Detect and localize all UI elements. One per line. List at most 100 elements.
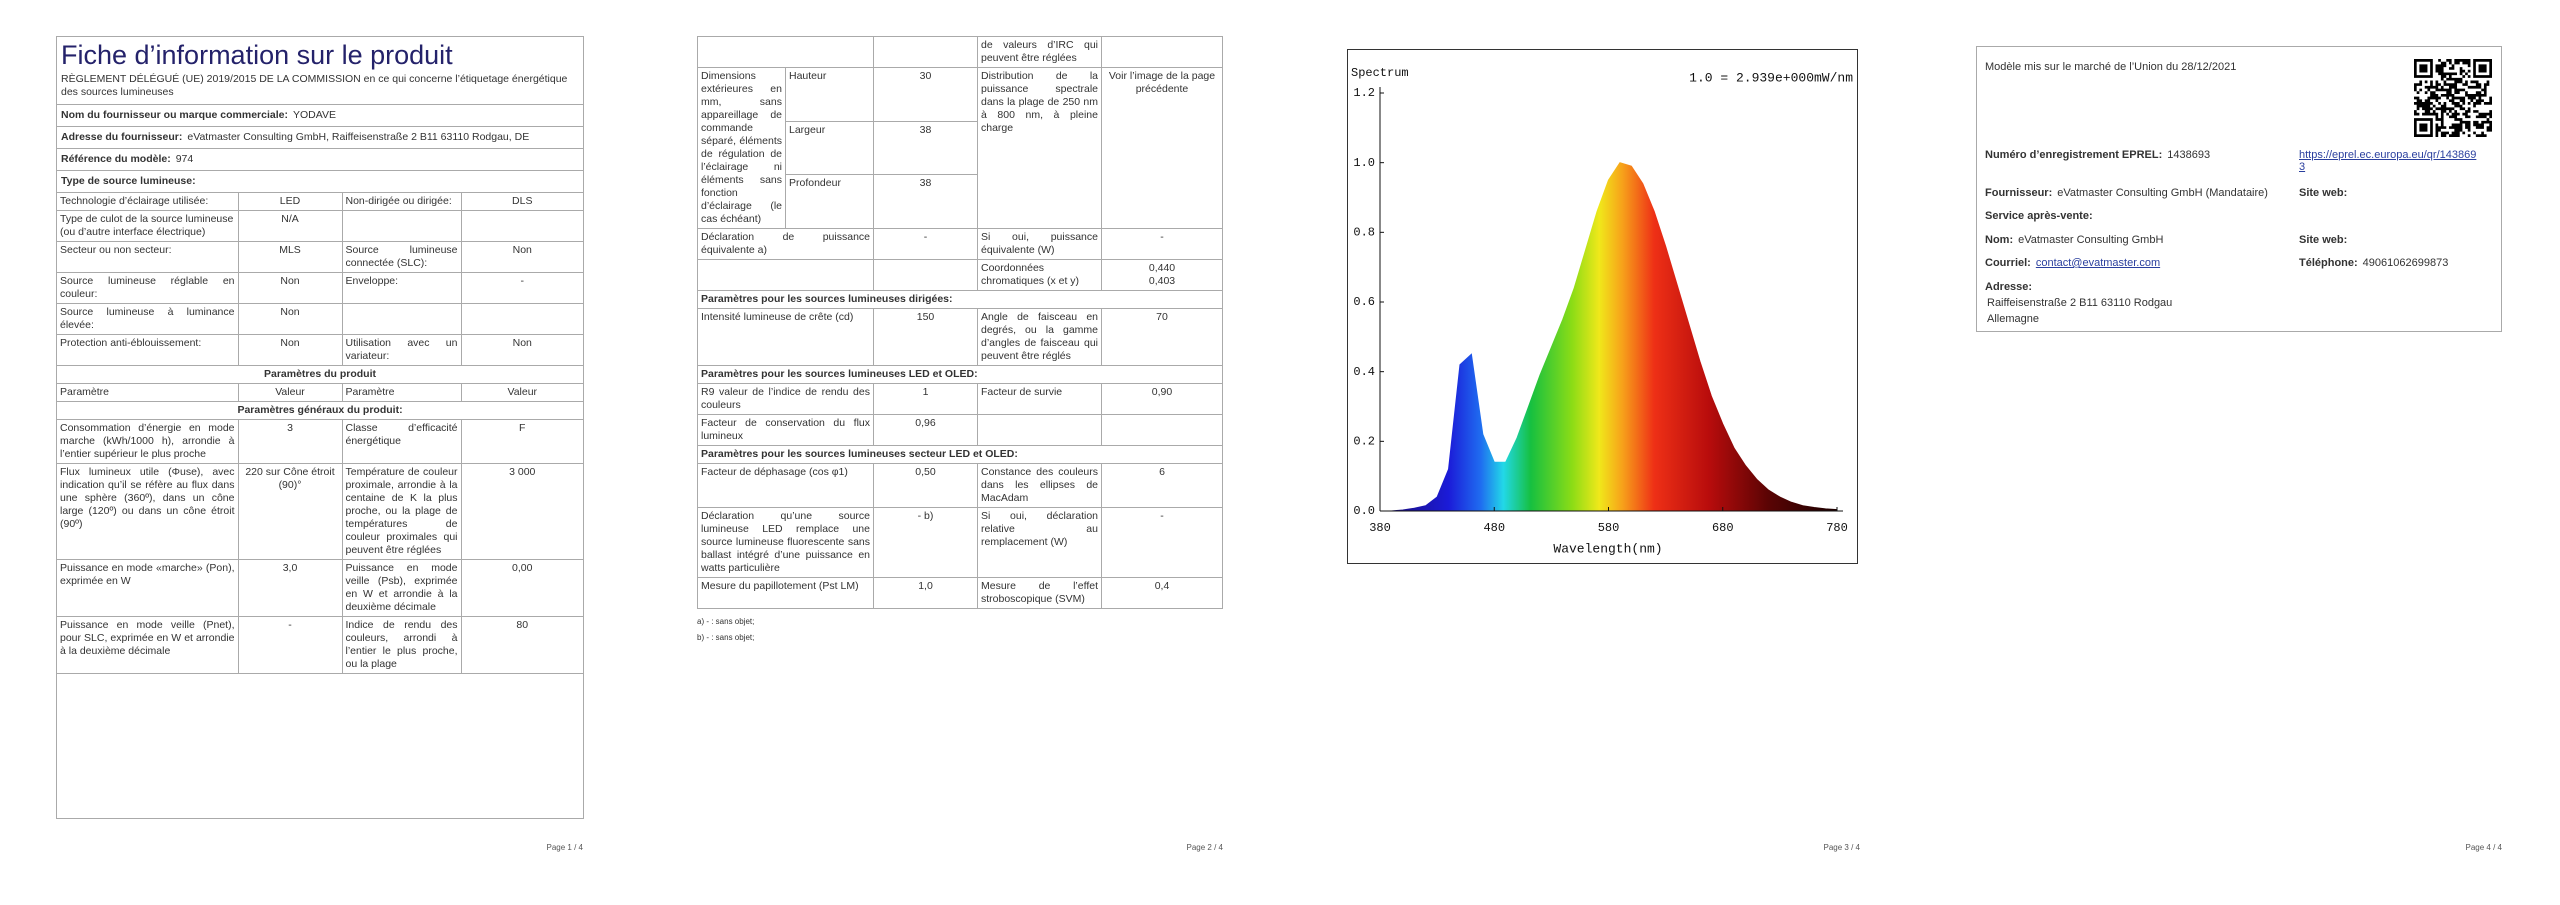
label-cell: Angle de faisceau en degrés, ou la gamme…: [977, 308, 1102, 366]
label-cell: Consommation d’énergie en mode marche (k…: [57, 419, 239, 464]
label-cell: de valeurs d’IRC qui peuvent être réglée…: [977, 36, 1102, 68]
label-cell: Flux lumineux utile (Φuse), avec indicat…: [57, 463, 239, 560]
market-date: Modèle mis sur le marché de l’Union du 2…: [1985, 61, 2237, 73]
label-cell: Mesure du papillotement (Pst LM): [697, 577, 874, 609]
y-tick-label: 0.2: [1353, 435, 1375, 449]
label-cell: Si oui, déclaration relative au remplace…: [977, 507, 1102, 578]
value-cell: Non: [237, 334, 343, 366]
label-cell: Secteur ou non secteur:: [57, 241, 239, 273]
value-cell: Voir l’image de la page précédente: [1101, 67, 1223, 229]
x-axis-label: Wavelength(nm): [1553, 541, 1662, 556]
value-cell: Non: [460, 334, 583, 366]
value-cell: 0,96: [873, 414, 978, 446]
label-cell: Puissance en mode veille (Pnet), pour SL…: [57, 616, 239, 674]
label-cell: Enveloppe:: [341, 272, 462, 304]
value-cell: Valeur: [460, 383, 583, 402]
label-cell: Constance des couleurs dans les ellipses…: [977, 463, 1102, 508]
label-cell: Puissance en mode «marche» (Pon), exprim…: [57, 559, 239, 617]
y-tick-label: 0.8: [1353, 226, 1375, 240]
label-cell: Indice de rendu des couleurs, arrondi à …: [341, 616, 462, 674]
table-row: de valeurs d’IRC qui peuvent être réglée…: [697, 36, 1223, 68]
table-row: Facteur de conservation du flux lumineux…: [697, 414, 1223, 446]
page-number: Page 1 / 4: [546, 843, 583, 852]
page-4: Modèle mis sur le marché de l’Union du 2…: [1976, 46, 2502, 332]
field-label: Fournisseur:: [1985, 187, 2053, 199]
annotation: 1.0 = 2.939e+000mW/nm: [1689, 70, 1853, 85]
table-row: Largeur 38: [698, 120, 1223, 176]
field-label: Téléphone:: [2299, 257, 2358, 269]
info-label: Adresse du fournisseur:: [61, 131, 183, 143]
value-cell: -: [1101, 507, 1223, 578]
value-cell: 1,0: [873, 577, 978, 609]
label-cell: Facteur de conservation du flux lumineux: [697, 414, 874, 446]
document-title: Fiche d’information sur le produit: [61, 40, 453, 70]
y-tick-label: 0.0: [1353, 504, 1375, 518]
value-cell: MLS: [237, 241, 343, 273]
value-cell: -: [1101, 228, 1223, 260]
empty-cell: [697, 259, 874, 291]
email-link[interactable]: contact@evatmaster.com: [2035, 257, 2161, 269]
info-row: Adresse du fournisseur: eVatmaster Consul…: [57, 126, 583, 149]
label-cell: Facteur de déphasage (cos φ1): [697, 463, 874, 508]
label-cell: Si oui, puissance équivalente (W): [977, 228, 1102, 260]
label-cell: Dimensions extérieures en mm, sans appar…: [697, 67, 786, 229]
field-label: Courriel:: [1985, 257, 2031, 269]
label-cell: Largeur: [785, 120, 874, 176]
section-heading: Paramètres pour les sources lumineuses L…: [697, 365, 1223, 384]
section-heading: Paramètres pour les sources lumineuses d…: [697, 290, 1223, 309]
label-cell: Hauteur: [785, 67, 874, 122]
value-cell: DLS: [460, 192, 583, 211]
y-tick-label: 0.4: [1353, 365, 1375, 379]
label-cell: Facteur de survie: [977, 383, 1102, 415]
empty-cell: [873, 36, 978, 68]
x-tick-label: 780: [1826, 521, 1848, 535]
field: Nom: eVatmaster Consulting GmbH: [1985, 234, 2163, 246]
section-row: Paramètres du produit: [57, 365, 583, 384]
table-row: Puissance en mode veille (Pnet), pour SL…: [57, 616, 583, 674]
info-value: YODAVE: [292, 109, 336, 121]
empty-cell: [460, 210, 583, 242]
table-row: Technologie d’éclairage utilisée: LED Non-…: [57, 192, 583, 211]
value-cell: 150: [873, 308, 978, 366]
field-label: Numéro d’enregistrement EPREL:: [1985, 149, 2163, 161]
address-line: Allemagne: [1987, 313, 2039, 325]
product-table: Nom du fournisseur ou marque commerciale…: [57, 105, 583, 674]
value-cell: Non: [237, 272, 343, 304]
table-row: Intensité lumineuse de crête (cd) 150 Angl…: [697, 308, 1223, 366]
empty-cell: [341, 210, 462, 242]
x-tick-label: 480: [1483, 521, 1505, 535]
table-row: Coordonnées chromatiques (x et y) 0,440 0…: [697, 259, 1223, 291]
table-row: Protection anti-éblouissement: Non Utilisa…: [57, 334, 583, 366]
field: Téléphone: 49061062699873: [2299, 257, 2448, 269]
section-heading: Paramètres du produit: [57, 365, 583, 384]
value-cell: -: [237, 616, 343, 674]
x-tick-label: 680: [1712, 521, 1734, 535]
label-cell: Classe d’efficacité énergétique: [341, 419, 462, 464]
spectrum-line: [1380, 162, 1838, 512]
table-row: Consommation d’énergie en mode marche (k…: [57, 419, 583, 464]
label-cell: Déclaration qu’une source lumineuse LED …: [697, 507, 874, 578]
info-label: Nom du fournisseur ou marque commerciale…: [61, 109, 288, 121]
page-2: de valeurs d’IRC qui peuvent être réglée…: [697, 36, 1223, 644]
value-cell: 38: [873, 120, 978, 176]
field: Numéro d’enregistrement EPREL: 1438693: [1985, 149, 2210, 161]
label-cell: Protection anti-éblouissement:: [57, 334, 239, 366]
table-row: Mesure du papillotement (Pst LM) 1,0 Mesur…: [697, 577, 1223, 609]
x-tick-label: 380: [1369, 521, 1391, 535]
value-cell: 3 000: [460, 463, 583, 560]
empty-cell: [1101, 36, 1223, 68]
eprel-link[interactable]: https://eprel.ec.europa.eu/qr/1438693: [2299, 149, 2477, 173]
table-row: Déclaration de puissance équivalente a) -…: [697, 228, 1223, 260]
value-cell: 80: [460, 616, 583, 674]
label-cell: Température de couleur proximale, arrond…: [341, 463, 462, 560]
info-row: Nom du fournisseur ou marque commerciale…: [57, 105, 583, 127]
label-cell: Intensité lumineuse de crête (cd): [697, 308, 874, 366]
label-cell: Source lumineuse connectée (SLC):: [341, 241, 462, 273]
field: Courriel: contact@evatmaster.com: [1985, 257, 2160, 269]
value-cell: -: [460, 272, 583, 304]
info-label: Type de source lumineuse:: [61, 175, 196, 187]
value-cell: 70: [1101, 308, 1223, 366]
qr-modules: [2414, 59, 2492, 137]
address-line: Raiffeisenstraße 2 B11 63110 Rodgau: [1987, 297, 2173, 309]
